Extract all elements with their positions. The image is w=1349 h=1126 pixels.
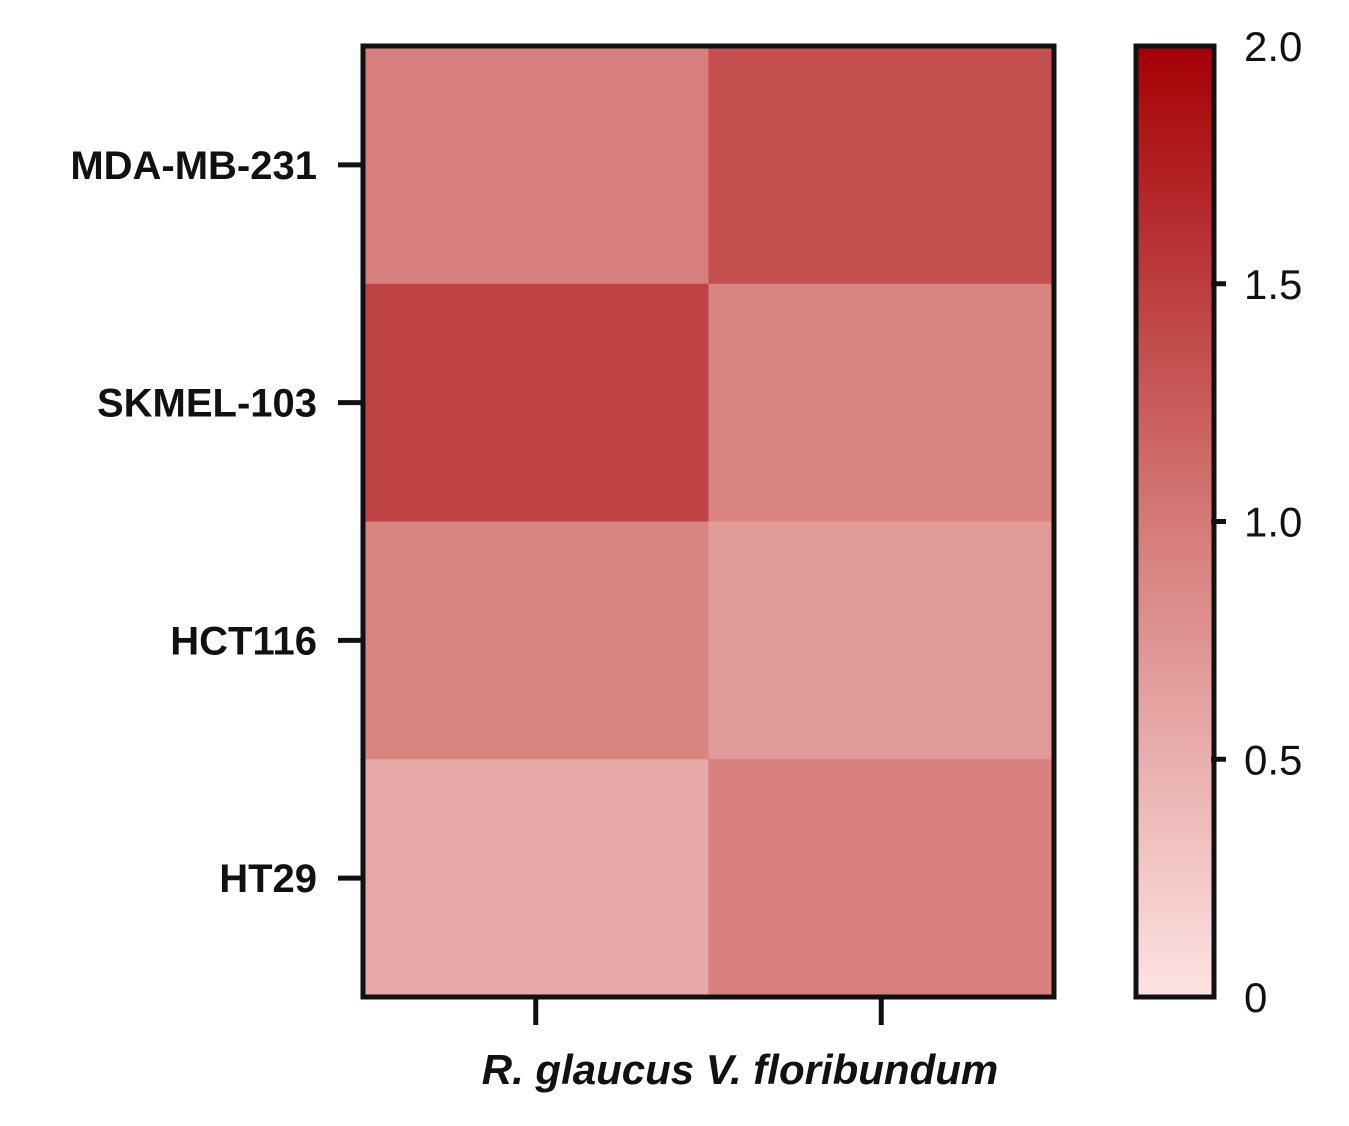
heatmap-cell [708,521,1055,760]
heatmap-cells [363,46,1055,998]
colorbar-tick-label: 1.0 [1244,499,1302,546]
colorbar-ticks: 0 0.5 1.0 1.5 2.0 [1211,23,1302,1021]
heatmap-cell [363,759,709,998]
colorbar-tick-label: 0 [1244,974,1267,1021]
row-tick-label: SKMEL-103 [97,382,317,426]
column-ticks [533,997,884,1025]
heatmap-cell [708,759,1055,998]
heatmap-cell [363,46,709,285]
row-tick-label: HCT116 [170,619,317,663]
colorbar-gradient [1133,43,1217,1000]
row-tick-label: HT29 [219,857,317,901]
row-ticks: MDA-MB-231 SKMEL-103 HCT116 HT29 [70,144,363,901]
heatmap-cell [363,283,709,522]
row-tick-label: MDA-MB-231 [70,144,317,188]
plot-frame [360,43,1057,1000]
colorbar-tick-label: 2.0 [1244,23,1302,70]
colorbar-tick-label: 0.5 [1244,736,1302,783]
heatmap-cell [363,521,709,760]
x-axis-label: R. glaucus V. floribundum [482,1046,999,1093]
colorbar [1133,43,1217,1000]
heatmap-cell [708,283,1055,522]
colorbar-tick-label: 1.5 [1244,261,1302,308]
heatmap-cell [708,46,1055,285]
